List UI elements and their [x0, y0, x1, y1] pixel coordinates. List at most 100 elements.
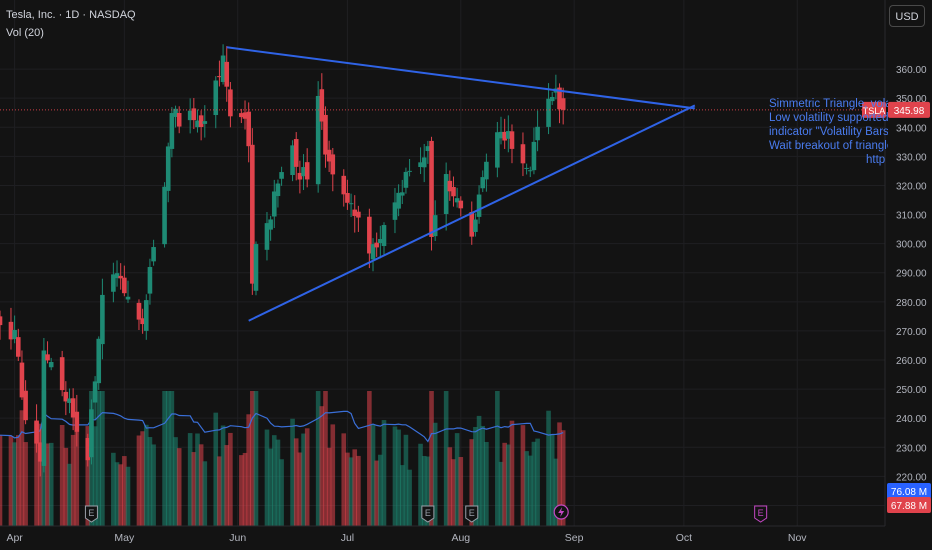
volume-indicator-label[interactable]: Vol (20) — [6, 27, 44, 39]
candle-body — [96, 338, 102, 384]
volume-bar — [378, 454, 383, 526]
last-price-tag-label: 345.98 — [894, 106, 925, 117]
volume-bar — [553, 458, 559, 526]
candle-body — [520, 144, 526, 164]
annotation-link[interactable]: http — [866, 154, 886, 166]
volume-bar — [162, 391, 167, 526]
time-tick-label: Sep — [565, 532, 584, 544]
volume-bar — [173, 437, 178, 526]
volume-bar — [92, 426, 98, 526]
volume-bar — [253, 391, 259, 526]
earnings-event-icon[interactable]: E — [84, 505, 98, 523]
volume-bar — [242, 452, 248, 526]
volume-bar — [268, 448, 273, 526]
volume-bar — [403, 434, 409, 526]
price-tick-label: 220.00 — [896, 472, 927, 483]
volume-bar — [407, 469, 412, 526]
volume-bar — [191, 452, 197, 526]
volume-bar — [195, 433, 200, 526]
volume-bar — [374, 460, 379, 526]
volume-ma-line — [0, 410, 564, 443]
trendline-upper — [226, 46, 695, 110]
price-tick-label: 320.00 — [896, 181, 927, 192]
volume-bar — [0, 435, 3, 526]
candle-body — [451, 187, 456, 197]
volume-ma-tag — [887, 483, 931, 499]
candle-body — [498, 131, 504, 139]
price-axis-bg — [885, 0, 932, 526]
volume-bar — [228, 432, 233, 526]
earnings-event-icon[interactable]: E — [754, 505, 768, 523]
candle-body — [147, 267, 153, 294]
volume-bar — [356, 455, 361, 526]
candle-body — [202, 121, 208, 124]
time-tick-label: Oct — [676, 532, 692, 544]
volume-bar — [495, 391, 500, 526]
grid — [0, 0, 885, 526]
candle-body — [341, 175, 347, 195]
candle-body — [242, 112, 248, 119]
annotation-line-3: indicator "Volatility Bars — [769, 126, 888, 138]
candle-body — [165, 146, 171, 191]
volume-bar — [297, 452, 303, 526]
candle-body — [527, 170, 533, 172]
volume-bar — [557, 422, 562, 526]
candle-body — [304, 162, 310, 180]
volume-bar — [476, 415, 482, 526]
candle-body — [447, 180, 453, 192]
volume-bar — [421, 455, 427, 526]
candle-body — [271, 191, 277, 217]
candle-body — [162, 186, 167, 245]
volume-bar — [213, 412, 219, 526]
volume-bar — [396, 429, 401, 526]
volume-bar — [114, 462, 120, 526]
volume-bar — [74, 419, 80, 526]
volume-bar — [348, 457, 354, 526]
price-tick-label: 350.00 — [896, 94, 927, 105]
volume-bar — [125, 466, 131, 526]
volume-bar — [520, 425, 526, 526]
earnings-event-icon[interactable]: E — [421, 505, 435, 523]
volume-last-tag-label: 67.88 M — [891, 501, 927, 512]
candle-body — [403, 171, 409, 188]
volume-bar — [202, 461, 208, 526]
price-tick-label: 270.00 — [896, 327, 927, 338]
candle-body — [454, 198, 460, 203]
candle-body — [370, 244, 376, 260]
earnings-marker-label: E — [425, 508, 431, 518]
candle-body — [140, 318, 145, 325]
candle-body — [458, 200, 464, 209]
currency-button[interactable]: USD — [889, 5, 925, 27]
candle-body — [421, 157, 427, 168]
volume-bar — [326, 447, 332, 526]
volume-bar — [381, 420, 387, 526]
candle-body — [143, 300, 149, 331]
candle-body — [136, 302, 142, 320]
candle-body — [293, 139, 299, 167]
candle-body — [524, 167, 529, 169]
candle-body — [173, 108, 178, 117]
volume-bar — [319, 406, 325, 526]
earnings-event-icon[interactable]: E — [465, 505, 479, 523]
earnings-marker-label: E — [758, 508, 764, 518]
volume-bar — [506, 444, 511, 526]
earnings-marker-shape — [754, 505, 768, 523]
price-tick-label: 260.00 — [896, 356, 927, 367]
price-tick-label: 240.00 — [896, 414, 927, 425]
candle-body — [407, 170, 412, 172]
volume-bar — [301, 433, 306, 526]
candle-body — [19, 362, 25, 398]
price-tick-label: 280.00 — [896, 298, 927, 309]
candle-body — [531, 141, 537, 171]
candle-body — [352, 209, 358, 216]
volume-bar — [140, 431, 145, 526]
candle-body — [432, 215, 438, 237]
candle-body — [399, 192, 405, 196]
volume-bar — [560, 430, 566, 526]
candle-body — [0, 316, 3, 326]
lightning-event-icon[interactable] — [553, 504, 569, 520]
volume-bar — [429, 391, 434, 526]
volume-bar — [418, 443, 423, 526]
